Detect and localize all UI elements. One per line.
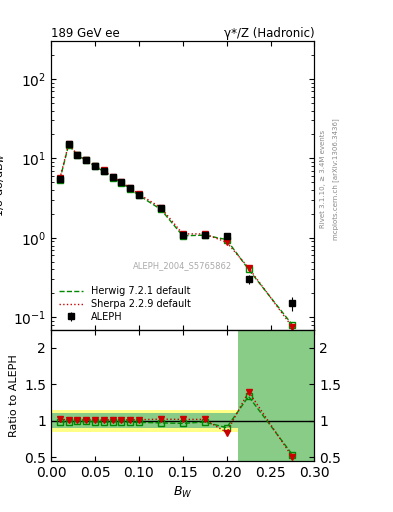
X-axis label: $B_W$: $B_W$ [173,485,193,500]
Sherpa 2.2.9 default [136,191,141,197]
Text: Rivet 3.1.10, ≥ 3.4M events: Rivet 3.1.10, ≥ 3.4M events [320,130,326,228]
Herwig 7.2.1 default [101,168,106,175]
Line: Sherpa 2.2.9 default: Sherpa 2.2.9 default [60,144,292,327]
Line: Herwig 7.2.1 default: Herwig 7.2.1 default [60,145,292,325]
Herwig 7.2.1 default [128,186,132,192]
Sherpa 2.2.9 default [202,231,207,237]
Sherpa 2.2.9 default [84,157,88,163]
Text: mcplots.cern.ch [arXiv:1306.3436]: mcplots.cern.ch [arXiv:1306.3436] [332,118,339,240]
Sherpa 2.2.9 default [246,265,251,271]
Sherpa 2.2.9 default [75,152,80,158]
Text: ALEPH_2004_S5765862: ALEPH_2004_S5765862 [133,262,232,271]
Herwig 7.2.1 default [110,175,115,181]
Herwig 7.2.1 default [57,177,62,183]
Sherpa 2.2.9 default [66,141,71,147]
Legend: Herwig 7.2.1 default, Sherpa 2.2.9 default, ALEPH: Herwig 7.2.1 default, Sherpa 2.2.9 defau… [56,283,194,325]
Sherpa 2.2.9 default [57,175,62,181]
Herwig 7.2.1 default [136,193,141,199]
Sherpa 2.2.9 default [224,239,229,245]
Herwig 7.2.1 default [290,322,295,328]
Sherpa 2.2.9 default [290,324,295,330]
Herwig 7.2.1 default [202,232,207,238]
Sherpa 2.2.9 default [101,167,106,174]
Sherpa 2.2.9 default [93,162,97,168]
Herwig 7.2.1 default [158,206,163,212]
Sherpa 2.2.9 default [128,185,132,191]
Sherpa 2.2.9 default [180,231,185,237]
Sherpa 2.2.9 default [110,174,115,180]
Text: γ*/Z (Hadronic): γ*/Z (Hadronic) [224,27,314,40]
Herwig 7.2.1 default [119,180,124,186]
Herwig 7.2.1 default [66,142,71,148]
Text: 189 GeV ee: 189 GeV ee [51,27,120,40]
Herwig 7.2.1 default [180,233,185,239]
Herwig 7.2.1 default [246,266,251,272]
Herwig 7.2.1 default [93,163,97,169]
Sherpa 2.2.9 default [158,204,163,210]
Herwig 7.2.1 default [224,237,229,243]
Sherpa 2.2.9 default [119,179,124,185]
Herwig 7.2.1 default [84,157,88,163]
Y-axis label: Ratio to ALEPH: Ratio to ALEPH [9,354,19,437]
Y-axis label: 1/σ dσ/dB$_W$: 1/σ dσ/dB$_W$ [0,153,7,217]
Herwig 7.2.1 default [75,152,80,158]
